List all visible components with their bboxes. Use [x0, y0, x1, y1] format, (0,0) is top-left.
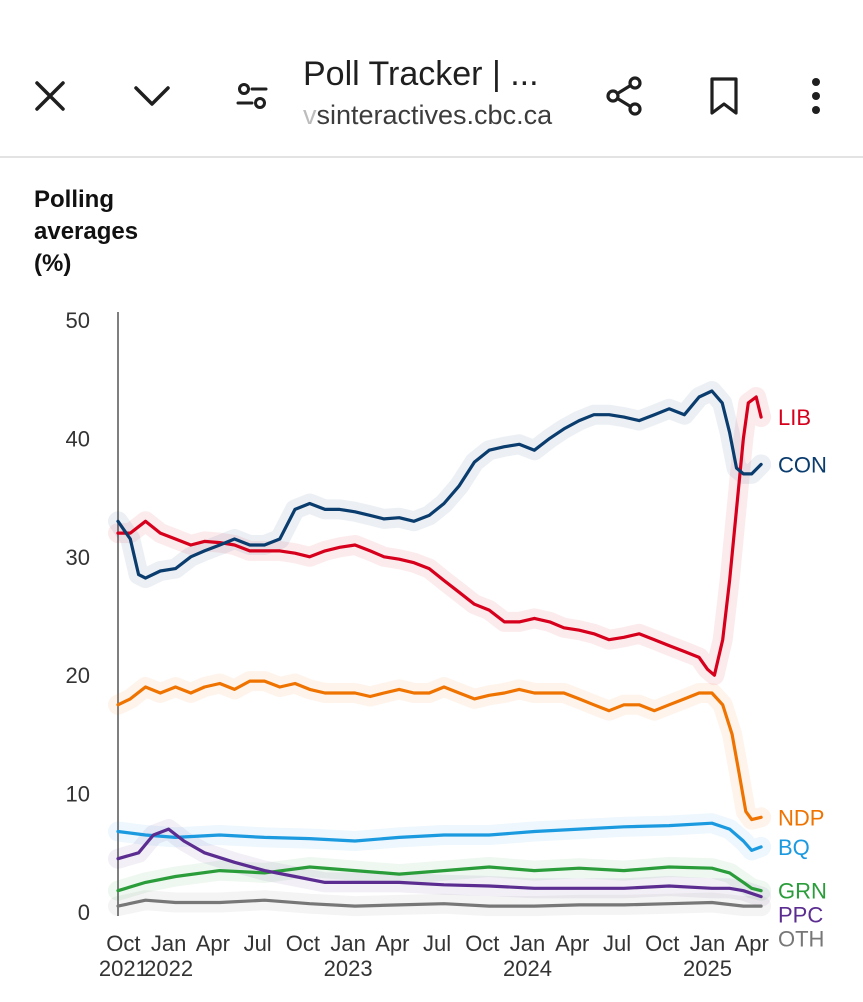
chart-heading-line: Polling — [34, 186, 114, 213]
series-label-ndp: NDP — [778, 805, 824, 830]
tune-icon — [236, 83, 268, 109]
url-text: sinteractives.cbc.ca — [316, 100, 553, 130]
x-year-label: 2021 — [99, 956, 148, 981]
x-tick-label: Oct — [286, 931, 320, 956]
bookmark-icon — [710, 77, 738, 115]
x-tick-label: Jan — [690, 931, 725, 956]
x-tick-label: Jul — [244, 931, 272, 956]
x-tick-label: Oct — [106, 931, 140, 956]
x-year-label: 2024 — [503, 956, 552, 981]
chart-heading: Polling averages (%) — [34, 184, 234, 280]
x-year-label: 2023 — [324, 956, 373, 981]
series-line-ndp — [116, 679, 763, 822]
x-year-label: 2022 — [144, 956, 193, 981]
series-band — [108, 387, 772, 686]
chevron-down-icon — [134, 86, 170, 106]
close-button[interactable] — [24, 70, 76, 122]
x-year-label: 2025 — [683, 956, 732, 981]
series-line-oth — [116, 898, 763, 908]
chart-heading-line: averages — [34, 218, 139, 245]
x-tick-label: Apr — [735, 931, 769, 956]
browser-toolbar: Poll Tracker | ... vsinteractives.cbc.ca — [0, 0, 863, 158]
series-line-lib — [116, 395, 763, 677]
page-url: vsinteractives.cbc.ca — [303, 98, 593, 132]
x-tick-label: Jul — [423, 931, 451, 956]
x-tick-label: Apr — [555, 931, 589, 956]
series-band — [108, 671, 772, 830]
series-line-con — [116, 389, 763, 580]
x-tick-label: Oct — [465, 931, 499, 956]
title-block[interactable]: Poll Tracker | ... vsinteractives.cbc.ca — [303, 54, 593, 132]
series-line-bq — [116, 821, 763, 852]
x-tick-label: Oct — [645, 931, 679, 956]
series-label-lib: LIB — [778, 405, 811, 430]
close-icon — [35, 81, 65, 111]
page-settings-button[interactable] — [226, 70, 278, 122]
y-tick-label: 50 — [66, 308, 90, 333]
bookmark-button[interactable] — [698, 70, 750, 122]
x-tick-label: Apr — [375, 931, 409, 956]
series-label-ppc: PPC — [778, 903, 823, 928]
x-tick-label: Jan — [330, 931, 365, 956]
share-icon — [606, 76, 642, 116]
series-label-bq: BQ — [778, 835, 810, 860]
expand-button[interactable] — [126, 70, 178, 122]
url-faded-prefix: v — [303, 100, 317, 130]
series-label-oth: OTH — [778, 927, 824, 952]
series-line-ppc — [116, 827, 763, 899]
series-label-con: CON — [778, 452, 827, 477]
chart-heading-line: (%) — [34, 250, 72, 277]
series-label-grn: GRN — [778, 879, 827, 904]
x-tick-label: Jan — [510, 931, 545, 956]
share-button[interactable] — [598, 70, 650, 122]
y-tick-label: 40 — [66, 426, 90, 451]
x-tick-label: Apr — [196, 931, 230, 956]
more-vert-icon — [812, 78, 820, 114]
x-tick-label: Jul — [603, 931, 631, 956]
page-content: 0 10 20 30 40 50 Oct Jan Apr Jul Oct Jan Apr Jul Oct Ja… — [0, 158, 863, 1002]
series-band — [108, 381, 772, 589]
series-line-grn — [116, 865, 763, 893]
more-options-button[interactable] — [790, 70, 842, 122]
y-tick-label: 30 — [66, 545, 90, 570]
y-tick-label: 10 — [66, 782, 90, 807]
polling-chart: 0 10 20 30 40 50 Oct Jan Apr Jul Oct Jan Apr Jul Oct Ja… — [66, 308, 827, 981]
page-title: Poll Tracker | ... — [303, 55, 539, 93]
x-tick-label: Jan — [151, 931, 186, 956]
y-tick-label: 20 — [66, 663, 90, 688]
y-tick-label: 0 — [78, 900, 90, 925]
